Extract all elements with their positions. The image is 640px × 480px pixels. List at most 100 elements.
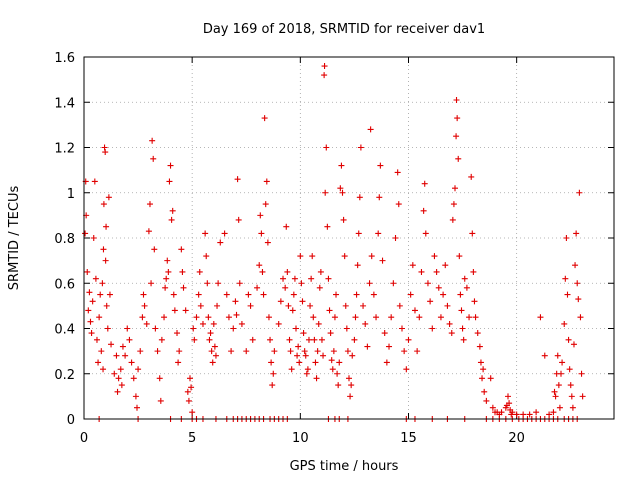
data-point [570,341,577,348]
data-point [381,330,388,337]
data-point [126,336,133,343]
data-point [399,325,405,332]
data-point [141,302,148,309]
data-point [405,336,412,343]
data-point [114,388,121,395]
data-point [388,314,395,321]
data-point [122,352,129,359]
data-point [205,314,212,321]
data-point [556,404,563,411]
data-point [421,180,428,187]
data-point [204,280,211,287]
data-point [307,302,314,309]
data-point [401,348,408,355]
data-point [130,375,137,382]
data-point [481,388,488,395]
data-point [262,201,269,208]
data-point [411,307,418,314]
data-point [472,314,479,321]
data-point [187,375,193,382]
data-point [291,275,298,282]
data-point [328,357,335,364]
data-point [90,235,97,241]
plot-frame [83,56,615,420]
data-point [111,370,118,377]
data-point [215,280,222,287]
data-point [303,370,310,377]
data-point [128,359,135,366]
data-point [503,402,510,409]
data-point [362,320,369,327]
data-point [98,348,105,355]
data-point [480,366,487,373]
data-point [100,201,107,208]
data-point [206,336,213,343]
data-point [396,302,403,309]
data-point [156,375,163,382]
data-point [210,320,217,327]
data-point [115,375,122,382]
data-point [257,212,264,219]
data-point [336,359,343,366]
data-point [505,393,511,400]
data-point [191,336,198,343]
data-point [161,314,168,321]
data-point [555,382,562,389]
x-tick-label: 5 [188,431,196,446]
data-point [312,359,319,366]
data-point [300,330,307,337]
grid-lines [84,57,614,419]
data-point [437,314,444,321]
data-point [452,185,458,192]
data-point [236,280,243,287]
data-point [394,169,401,176]
data-point [469,230,476,237]
data-point [169,207,176,214]
data-point [366,280,373,287]
data-point [238,320,245,327]
data-point [335,382,342,389]
x-tick-label: 20 [508,431,525,446]
data-point [197,302,204,309]
data-point [334,370,341,377]
data-point [444,302,451,309]
data-point [561,320,568,327]
data-point [338,162,345,169]
data-point [174,330,181,337]
data-point [88,330,95,337]
data-point [143,320,150,327]
y-tick-label: 0 [67,413,75,428]
data-point [577,314,584,321]
data-point [321,63,328,70]
data-point [82,230,89,237]
axis-ticks: 0 5 10 15 20 0 0.2 0.4 0.6 0.8 1 1.2 1.4 1.6 [54,51,614,446]
data-point [233,311,240,318]
data-point [322,189,329,196]
data-point [455,155,462,162]
data-point [298,280,305,287]
data-point [149,137,156,144]
data-point [208,348,215,355]
data-point [256,262,263,269]
data-point [442,262,449,269]
data-point [270,370,277,377]
data-point [339,189,346,196]
data-point [457,291,464,298]
data-point [367,126,374,133]
data-point [305,336,312,343]
data-point [476,343,483,350]
data-point [551,388,558,395]
data-point [140,291,147,298]
data-point [414,348,421,355]
data-point [559,359,566,366]
data-point [349,352,356,359]
data-point [466,314,473,321]
data-point [427,298,434,305]
data-point [342,302,349,309]
data-point [209,359,216,366]
data-point [418,268,425,275]
data-point [343,325,350,332]
data-point [386,343,393,350]
data-point [249,336,256,343]
data-point [87,318,94,325]
